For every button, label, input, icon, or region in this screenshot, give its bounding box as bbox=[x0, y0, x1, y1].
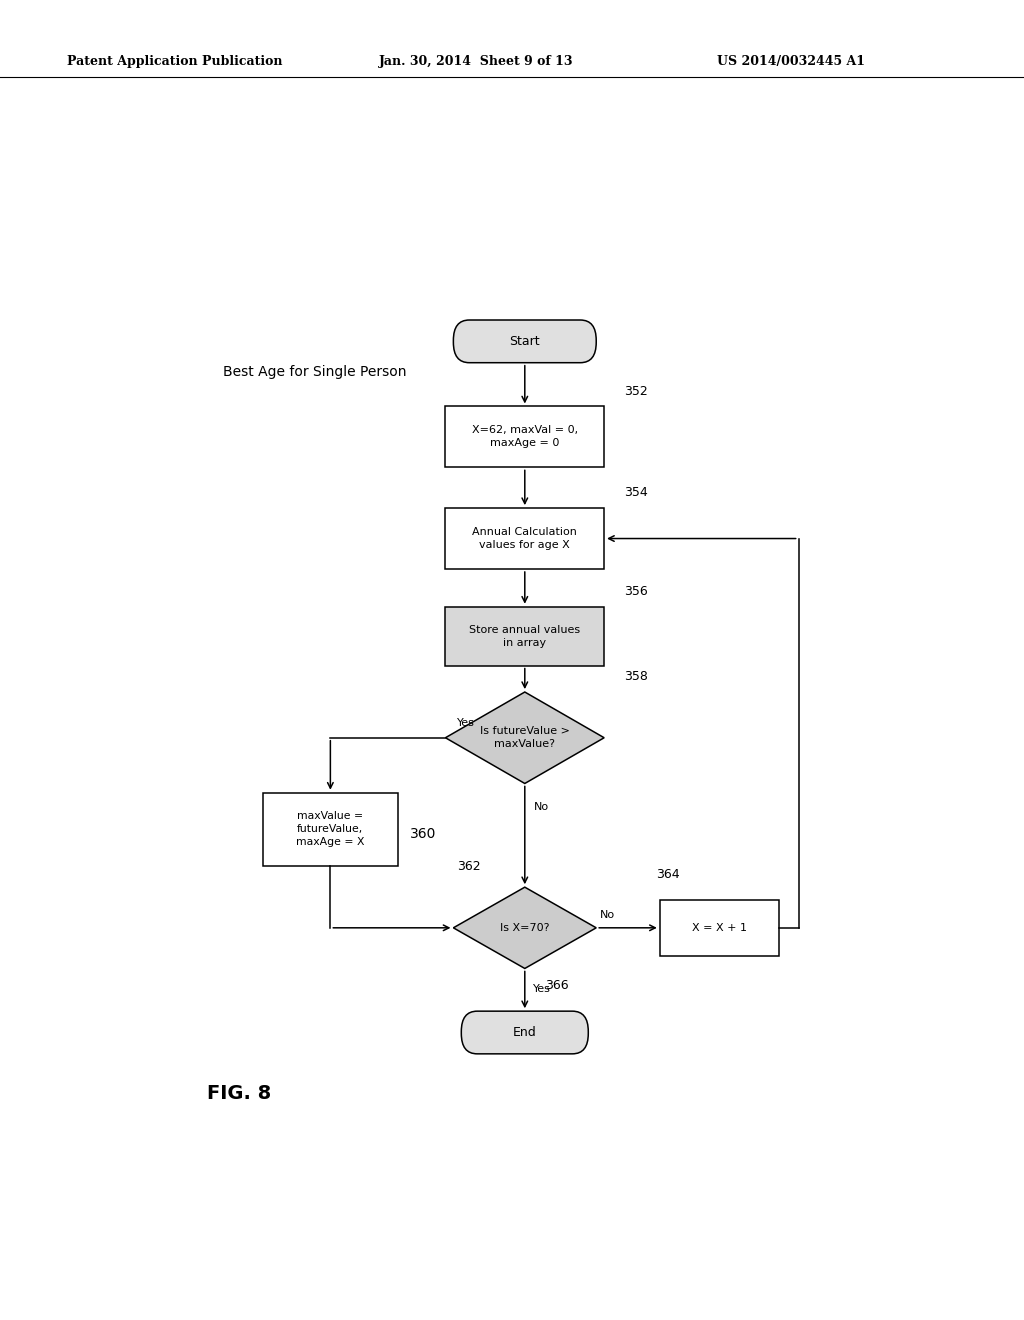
Text: Yes: Yes bbox=[532, 983, 551, 994]
Text: 362: 362 bbox=[458, 861, 481, 874]
FancyBboxPatch shape bbox=[461, 1011, 588, 1053]
Text: X = X + 1: X = X + 1 bbox=[692, 923, 746, 933]
Text: End: End bbox=[513, 1026, 537, 1039]
Text: FIG. 8: FIG. 8 bbox=[207, 1084, 271, 1104]
Text: 358: 358 bbox=[624, 671, 648, 684]
Text: US 2014/0032445 A1: US 2014/0032445 A1 bbox=[717, 55, 865, 69]
Text: maxValue =
futureValue,
maxAge = X: maxValue = futureValue, maxAge = X bbox=[296, 812, 365, 847]
Text: 356: 356 bbox=[624, 585, 648, 598]
Text: 360: 360 bbox=[410, 828, 436, 841]
Bar bbox=[445, 508, 604, 569]
Text: Start: Start bbox=[510, 335, 540, 348]
Text: Is futureValue >
maxValue?: Is futureValue > maxValue? bbox=[480, 726, 569, 750]
Text: Best Age for Single Person: Best Age for Single Person bbox=[223, 364, 407, 379]
Text: Patent Application Publication: Patent Application Publication bbox=[67, 55, 282, 69]
Text: Store annual values
in array: Store annual values in array bbox=[469, 624, 581, 648]
Bar bbox=[445, 407, 604, 467]
Text: 366: 366 bbox=[545, 979, 568, 993]
Bar bbox=[445, 607, 604, 665]
Text: Is X=70?: Is X=70? bbox=[500, 923, 550, 933]
Text: Annual Calculation
values for age X: Annual Calculation values for age X bbox=[472, 527, 578, 550]
Text: Jan. 30, 2014  Sheet 9 of 13: Jan. 30, 2014 Sheet 9 of 13 bbox=[379, 55, 573, 69]
Text: 352: 352 bbox=[624, 384, 648, 397]
Polygon shape bbox=[445, 692, 604, 784]
Text: 354: 354 bbox=[624, 486, 648, 499]
Text: 364: 364 bbox=[655, 869, 679, 880]
Text: No: No bbox=[600, 909, 615, 920]
Bar bbox=[659, 900, 779, 956]
Text: No: No bbox=[535, 801, 550, 812]
Text: X=62, maxVal = 0,
maxAge = 0: X=62, maxVal = 0, maxAge = 0 bbox=[472, 425, 578, 449]
Text: Yes: Yes bbox=[458, 718, 475, 727]
Bar bbox=[263, 792, 397, 866]
FancyBboxPatch shape bbox=[454, 319, 596, 363]
Polygon shape bbox=[454, 887, 596, 969]
